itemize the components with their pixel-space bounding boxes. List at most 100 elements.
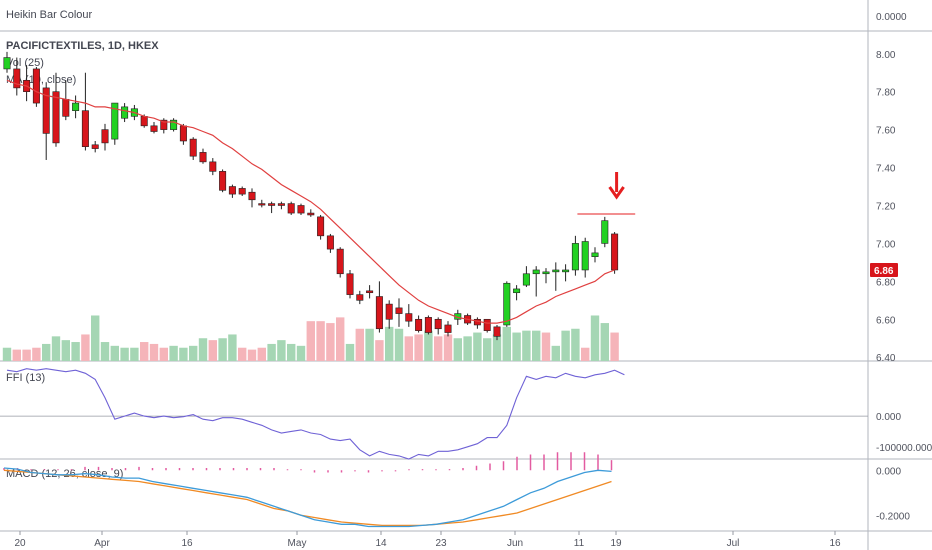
candle-body xyxy=(111,102,119,140)
candle-body xyxy=(385,303,393,320)
volume-bar xyxy=(345,343,355,361)
candle-body xyxy=(297,205,305,214)
candle-body xyxy=(13,68,21,89)
candle-body xyxy=(121,106,129,119)
last-price-badge xyxy=(870,262,898,277)
volume-bar xyxy=(551,345,560,361)
volume-bar xyxy=(296,345,306,361)
volume-bar xyxy=(22,349,31,361)
volume-bar xyxy=(71,342,80,361)
volume-bar xyxy=(159,347,168,361)
price-tick-label: 6.80 xyxy=(876,277,896,288)
candle-body xyxy=(81,110,89,147)
volume-bar xyxy=(512,332,521,361)
macd-tick-label: 0.000 xyxy=(876,466,901,477)
ma-line xyxy=(6,79,615,324)
volume-bar xyxy=(541,332,551,361)
volume-bar xyxy=(287,343,296,361)
candle-body xyxy=(336,248,344,275)
volume-bar xyxy=(590,315,600,361)
macd-tick-label: -0.2000 xyxy=(876,511,910,522)
volume-bar xyxy=(306,321,315,361)
candle-body xyxy=(424,317,432,333)
candle-body xyxy=(238,188,246,195)
volume-bar xyxy=(571,328,580,361)
price-tick-label: 8.00 xyxy=(876,50,896,61)
volume-bar xyxy=(208,340,217,361)
candle-body xyxy=(542,271,550,275)
volume-bar xyxy=(581,347,590,361)
volume-bar xyxy=(247,349,257,361)
candle-body xyxy=(552,269,560,273)
candle-body xyxy=(532,269,540,275)
price-tick-label: 7.40 xyxy=(876,164,896,175)
candle-body xyxy=(228,186,236,195)
volume-bar xyxy=(140,342,149,361)
volume-bar xyxy=(385,326,394,361)
volume-bar xyxy=(443,334,453,361)
volume-bar xyxy=(355,328,364,361)
candle-body xyxy=(434,318,442,330)
time-tick-label: 20 xyxy=(14,538,26,549)
volume-bar xyxy=(532,330,541,361)
indicator-title: Heikin Bar Colour xyxy=(6,9,93,21)
time-tick-label: 23 xyxy=(435,538,447,549)
volume-bar xyxy=(32,347,41,361)
candle-body xyxy=(268,203,276,206)
volume-bar xyxy=(179,347,188,361)
volume-bar xyxy=(149,343,159,361)
candle-body xyxy=(611,233,619,271)
volume-bar xyxy=(61,340,70,361)
volume-bar xyxy=(561,330,570,361)
candle-body xyxy=(601,220,609,244)
candle-body xyxy=(581,241,589,271)
volume-bar xyxy=(463,336,472,361)
volume-bar xyxy=(473,332,482,361)
candle-body xyxy=(307,212,315,216)
volume-bar xyxy=(267,343,276,361)
macd-line xyxy=(3,467,612,528)
volume-bar xyxy=(42,343,51,361)
time-tick-label: Jun xyxy=(507,538,523,549)
candle-body xyxy=(170,119,178,130)
volume-bar xyxy=(51,336,61,361)
candle-body xyxy=(317,216,325,237)
candle-body xyxy=(179,125,187,142)
volume-bar xyxy=(610,332,619,361)
time-tick-label: Jul xyxy=(727,538,740,549)
candle-body xyxy=(591,252,599,257)
volume-bar xyxy=(424,330,433,361)
volume-label: Vol (25) xyxy=(6,57,44,69)
candle-body xyxy=(356,294,364,301)
top-pane-value: 0.0000 xyxy=(876,12,907,23)
candle-body xyxy=(62,98,70,117)
candle-body xyxy=(415,318,423,331)
volume-bar xyxy=(326,323,335,361)
time-tick-label: 16 xyxy=(829,538,841,549)
candle-body xyxy=(150,125,158,132)
candle-body xyxy=(160,119,168,130)
volume-bar xyxy=(277,340,286,361)
volume-bar xyxy=(257,347,266,361)
macd-label: MACD (12, 26, close, 9) xyxy=(6,468,124,480)
volume-bar xyxy=(198,338,208,361)
time-tick-label: May xyxy=(288,538,307,549)
candle-body xyxy=(258,203,266,206)
time-tick-label: Apr xyxy=(94,538,110,549)
volume-bar xyxy=(502,326,511,361)
candle-body xyxy=(209,161,217,172)
candle-body xyxy=(52,91,60,144)
volume-bar xyxy=(12,349,21,361)
volume-bar xyxy=(394,328,404,361)
ffi-line xyxy=(6,368,625,460)
candle-body xyxy=(287,203,295,214)
time-tick-label: 16 xyxy=(181,538,193,549)
volume-bar xyxy=(375,340,384,361)
candle-body xyxy=(326,235,334,250)
ffi-tick-label: -100000.0000 xyxy=(876,443,932,454)
candle-body xyxy=(395,307,403,314)
candle-body xyxy=(248,191,256,201)
candle-body xyxy=(101,129,109,144)
candle-body xyxy=(503,282,511,326)
